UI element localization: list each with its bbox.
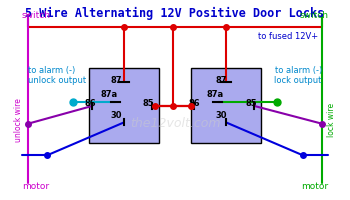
Text: 87a: 87a (101, 90, 118, 99)
Text: unlock wire: unlock wire (14, 98, 23, 142)
Text: motor: motor (22, 182, 49, 191)
Text: lock wire: lock wire (327, 103, 336, 137)
Text: switch: switch (299, 11, 328, 20)
Text: 87: 87 (216, 76, 227, 85)
Text: to alarm (-): to alarm (-) (275, 66, 322, 75)
Text: lock output: lock output (274, 76, 322, 85)
Text: 85: 85 (142, 99, 154, 108)
Text: 30: 30 (216, 111, 227, 120)
Text: 86: 86 (85, 99, 96, 108)
Text: the12volt.com: the12volt.com (130, 117, 220, 130)
Text: 87: 87 (110, 76, 122, 85)
Text: to fused 12V+: to fused 12V+ (258, 32, 318, 41)
Text: 87a: 87a (206, 90, 223, 99)
Text: motor: motor (301, 182, 328, 191)
Text: to alarm (-): to alarm (-) (28, 66, 75, 75)
Bar (191, 68, 261, 143)
Text: 86: 86 (188, 99, 200, 108)
Text: 85: 85 (246, 99, 258, 108)
Bar (89, 68, 159, 143)
Text: 30: 30 (110, 111, 122, 120)
Text: 5 Wire Alternating 12V Positive Door Locks: 5 Wire Alternating 12V Positive Door Loc… (25, 7, 325, 20)
Text: unlock output: unlock output (28, 76, 86, 85)
Text: switch: switch (22, 11, 51, 20)
